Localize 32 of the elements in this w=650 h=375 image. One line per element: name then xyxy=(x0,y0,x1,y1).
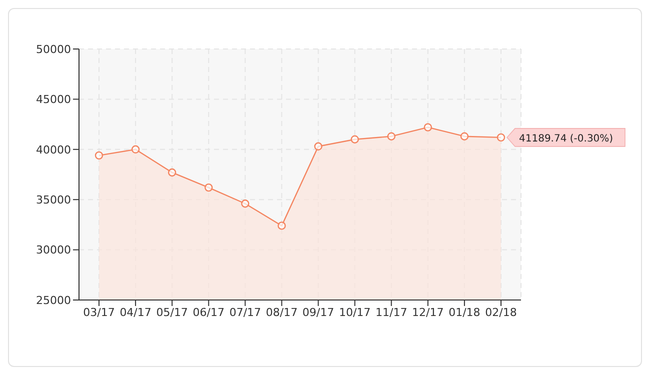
x-tick-label: 11/17 xyxy=(376,306,408,319)
point xyxy=(94,151,104,160)
x-tick-label: 02/18 xyxy=(485,306,517,319)
point xyxy=(496,133,506,142)
x-tick-label: 07/17 xyxy=(229,306,262,319)
card-frame: 41189.74 (-0.30%) 03/17 04/17 05/17 06/17 07/17 08/17 09/17 10/17 11/17 12/17 01/18 02/18 25000 30000 35000 40000 45000 50000 xyxy=(8,8,642,367)
y-tick-label: 25000 xyxy=(36,294,71,307)
y-tick-label: 50000 xyxy=(36,42,71,56)
point xyxy=(168,168,176,177)
point xyxy=(131,145,140,154)
x-tick-label: 06/17 xyxy=(192,306,224,319)
x-tick-label: 01/18 xyxy=(448,306,480,319)
x-tick-label: 03/17 xyxy=(83,306,115,319)
point xyxy=(387,132,396,140)
y-tick-label: 40000 xyxy=(36,143,71,156)
point xyxy=(460,132,469,140)
point xyxy=(204,183,213,192)
annotation: 41189.74 (-0.30%) xyxy=(519,133,614,144)
x-tick-label: 05/17 xyxy=(156,306,188,319)
y-tick-label: 45000 xyxy=(36,93,71,106)
x-tick-label: 09/17 xyxy=(302,306,334,319)
x-tick-label: 04/17 xyxy=(120,306,152,319)
x-tick-label: 12/17 xyxy=(412,306,444,319)
x-tick-label: 10/17 xyxy=(338,306,371,319)
point xyxy=(424,123,432,132)
point xyxy=(350,135,359,144)
point xyxy=(278,222,286,230)
point xyxy=(314,142,322,150)
x-tick-label: 08/17 xyxy=(266,306,298,319)
y-tick-label: 35000 xyxy=(36,194,71,207)
y-tick-label: 30000 xyxy=(36,244,71,257)
point xyxy=(241,200,250,208)
